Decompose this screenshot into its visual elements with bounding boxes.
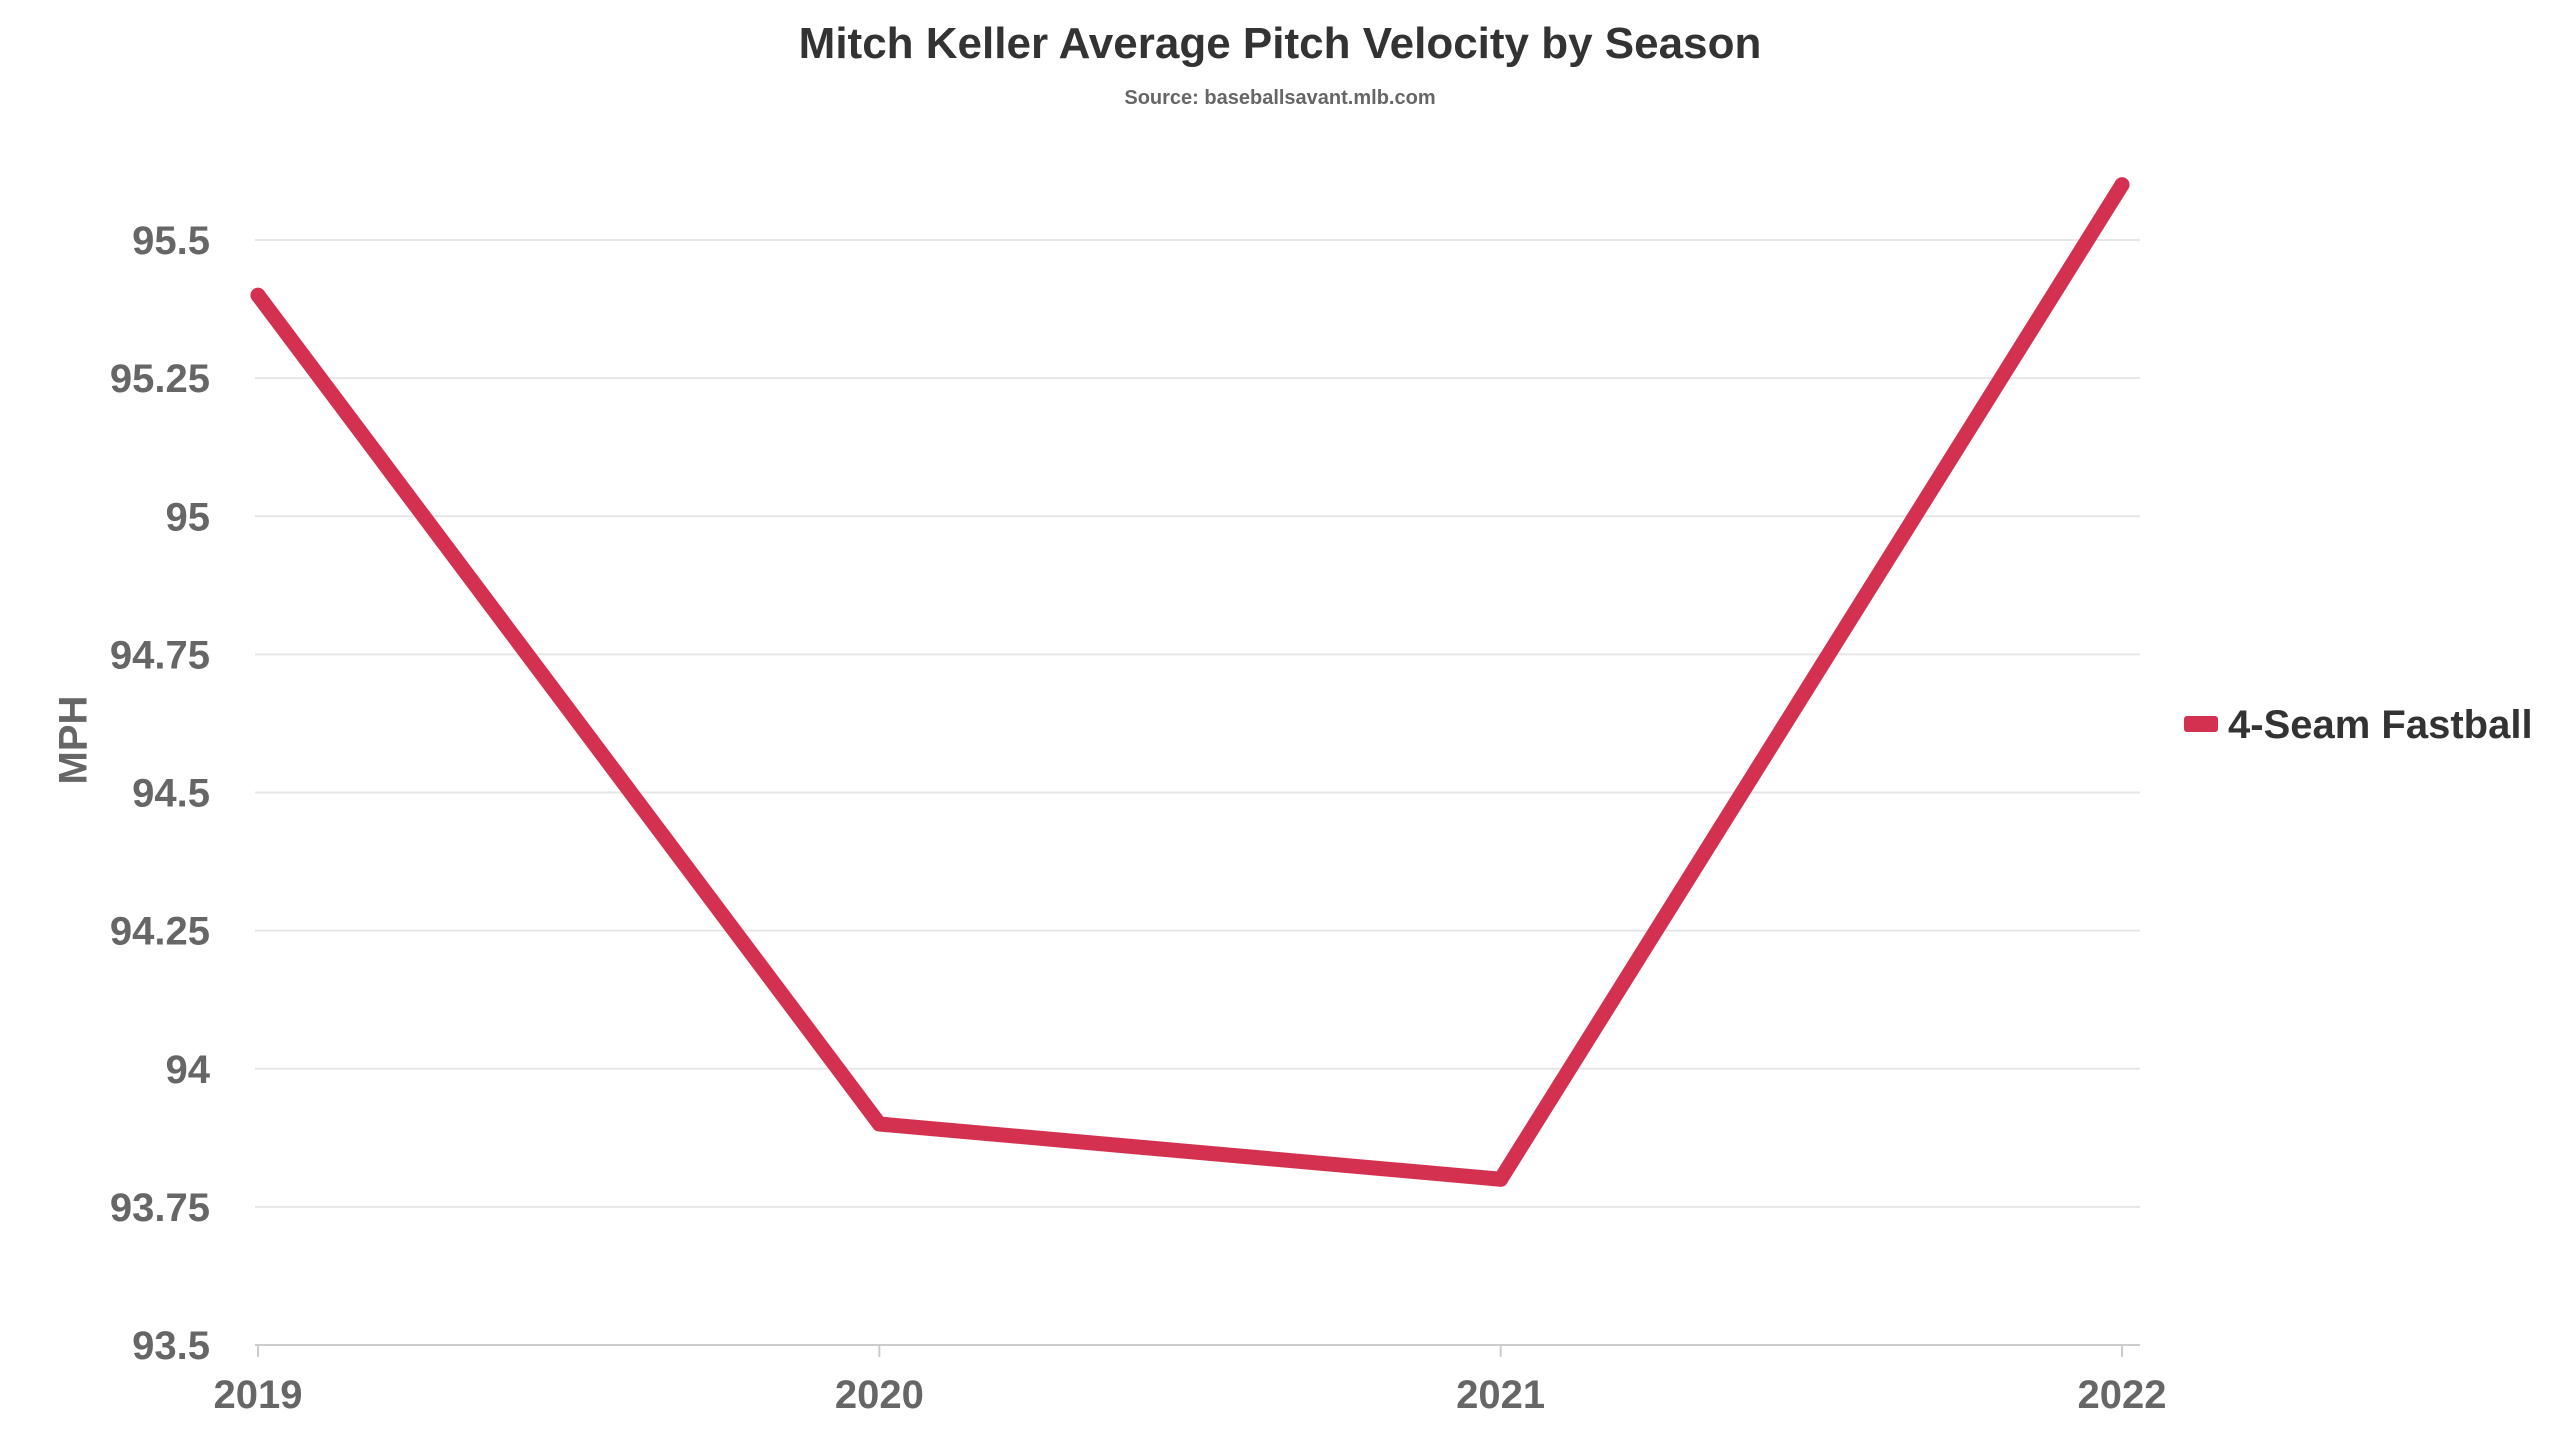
y-axis-label: MPH [52, 696, 96, 785]
legend-item-label[interactable]: 4-Seam Fastball [2228, 703, 2533, 747]
x-tick-label: 2019 [214, 1373, 303, 1417]
series-line-0 [250, 177, 2130, 1187]
y-tick-label: 95.25 [110, 357, 210, 401]
data-point[interactable] [250, 287, 266, 303]
x-tick-label: 2021 [1456, 1373, 1545, 1417]
y-tick-label: 93.5 [132, 1324, 210, 1368]
series-layer [250, 177, 2130, 1187]
data-point[interactable] [2114, 177, 2130, 193]
x-tick-label: 2020 [835, 1373, 924, 1417]
legend[interactable]: 4-Seam Fastball [2184, 703, 2533, 747]
data-point[interactable] [1493, 1171, 1509, 1187]
x-tick-label: 2022 [2078, 1373, 2167, 1417]
y-tick-label: 94.75 [110, 633, 210, 677]
data-point[interactable] [871, 1116, 887, 1132]
y-tick-label: 95 [166, 495, 211, 539]
y-tick-label: 93.75 [110, 1186, 210, 1230]
chart-title: Mitch Keller Average Pitch Velocity by S… [799, 19, 1762, 68]
chart-subtitle: Source: baseballsavant.mlb.com [1124, 87, 1435, 109]
gridlines [255, 239, 2140, 1208]
y-tick-label: 94 [166, 1048, 211, 1092]
y-tick-label: 94.5 [132, 772, 210, 816]
y-axis-ticks: 93.5 93.75 94 94.25 94.5 94.75 95 95.25 95.5 [110, 219, 211, 1368]
y-tick-label: 94.25 [110, 910, 210, 954]
y-tick-label: 95.5 [132, 219, 210, 263]
legend-swatch [2184, 716, 2218, 732]
x-axis-ticks: 2019 2020 2021 2022 [214, 1345, 2167, 1417]
